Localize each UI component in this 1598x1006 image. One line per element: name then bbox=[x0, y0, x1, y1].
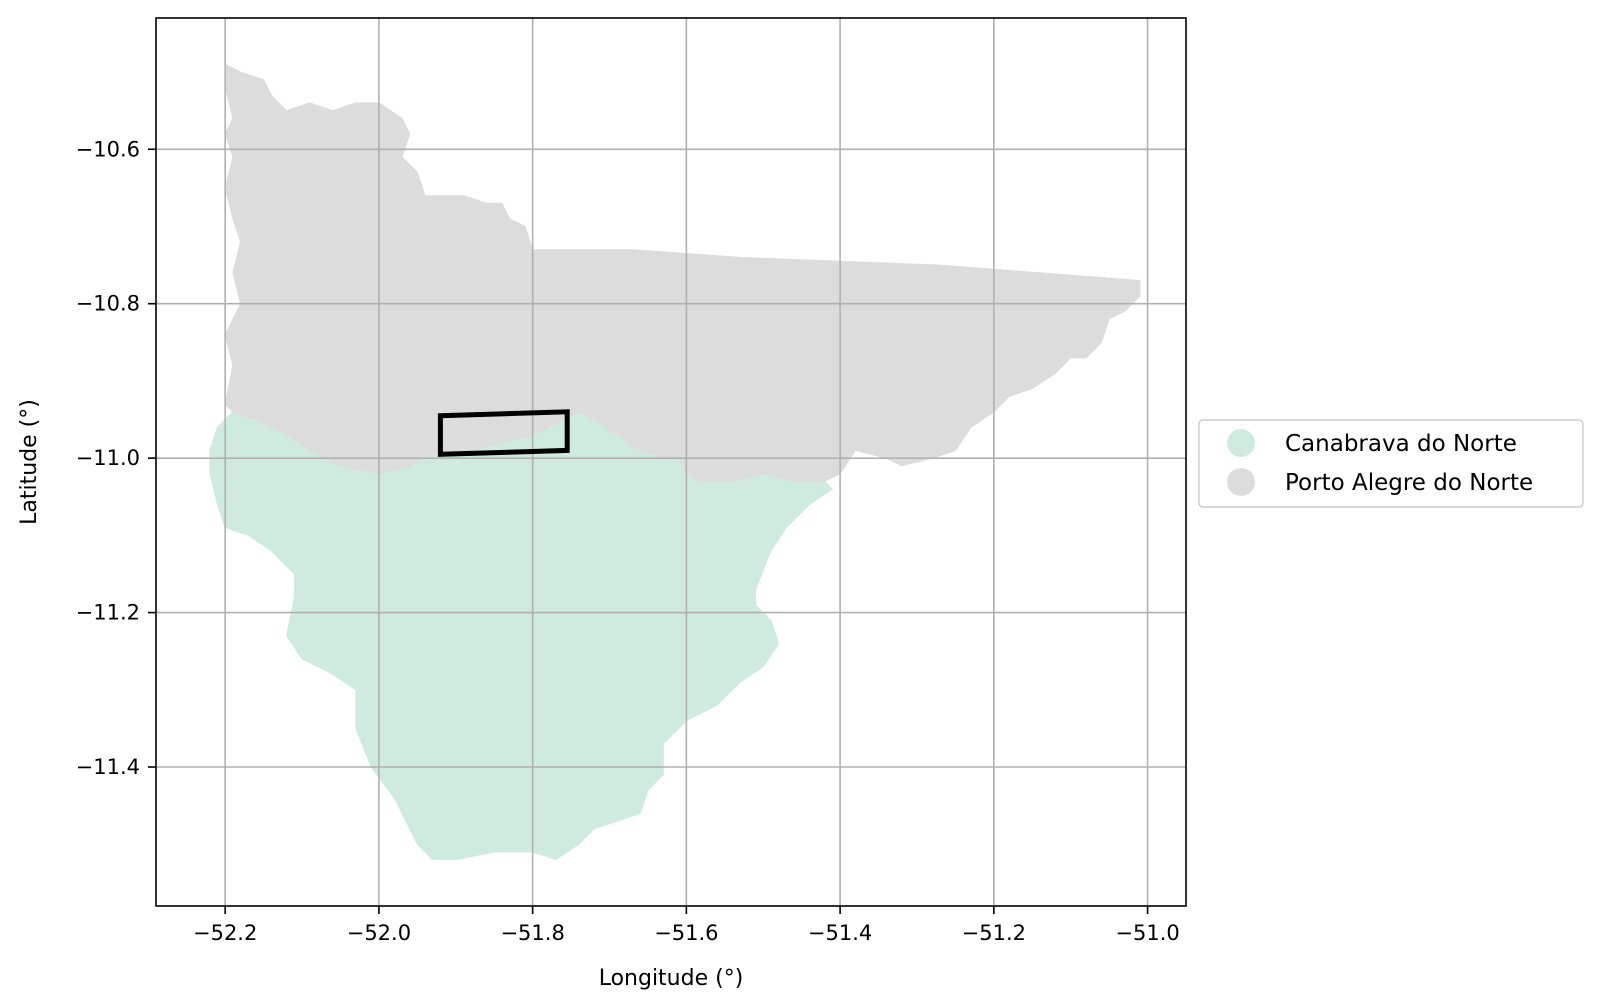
y-tick-label: −10.6 bbox=[76, 137, 140, 161]
region-porto-alegre-do-norte bbox=[224, 63, 1141, 482]
highlight-box bbox=[437, 409, 570, 457]
regions-layer bbox=[209, 63, 1141, 861]
y-tick-label: −11.2 bbox=[76, 601, 140, 625]
x-tick-label: −52.0 bbox=[347, 921, 411, 945]
tick-marks bbox=[148, 148, 1149, 914]
legend-frame bbox=[1198, 419, 1584, 508]
y-tick-label: −11.4 bbox=[76, 755, 140, 779]
legend-marker bbox=[1227, 468, 1255, 496]
y-tick-label: −11.0 bbox=[76, 446, 140, 470]
legend-label: Porto Alegre do Norte bbox=[1285, 470, 1533, 496]
plot-frame bbox=[155, 17, 1187, 907]
x-tick-label: −51.0 bbox=[1115, 921, 1179, 945]
x-tick-labels: −52.2 −52.0 −51.8 −51.6 −51.4 −51.2 −51.0 bbox=[193, 921, 1180, 945]
x-axis-title: Longitude (°) bbox=[599, 966, 744, 991]
x-tick-label: −51.8 bbox=[500, 921, 564, 945]
x-tick-label: −52.2 bbox=[193, 921, 257, 945]
legend-items: Canabrava do Norte Porto Alegre do Norte bbox=[1227, 429, 1533, 496]
legend-label: Canabrava do Norte bbox=[1285, 431, 1517, 457]
y-tick-labels: −10.6 −10.8 −11.0 −11.2 −11.4 bbox=[76, 137, 140, 779]
y-axis-title: Latitude (°) bbox=[17, 399, 42, 525]
y-tick-label: −10.8 bbox=[76, 292, 140, 316]
grid-lines bbox=[156, 18, 1186, 906]
x-tick-label: −51.4 bbox=[808, 921, 872, 945]
legend-marker bbox=[1227, 429, 1255, 457]
legend: Canabrava do Norte Porto Alegre do Norte bbox=[1198, 419, 1584, 508]
highlight-box-layer bbox=[437, 409, 570, 457]
x-tick-label: −51.6 bbox=[654, 921, 718, 945]
x-tick-label: −51.2 bbox=[962, 921, 1026, 945]
